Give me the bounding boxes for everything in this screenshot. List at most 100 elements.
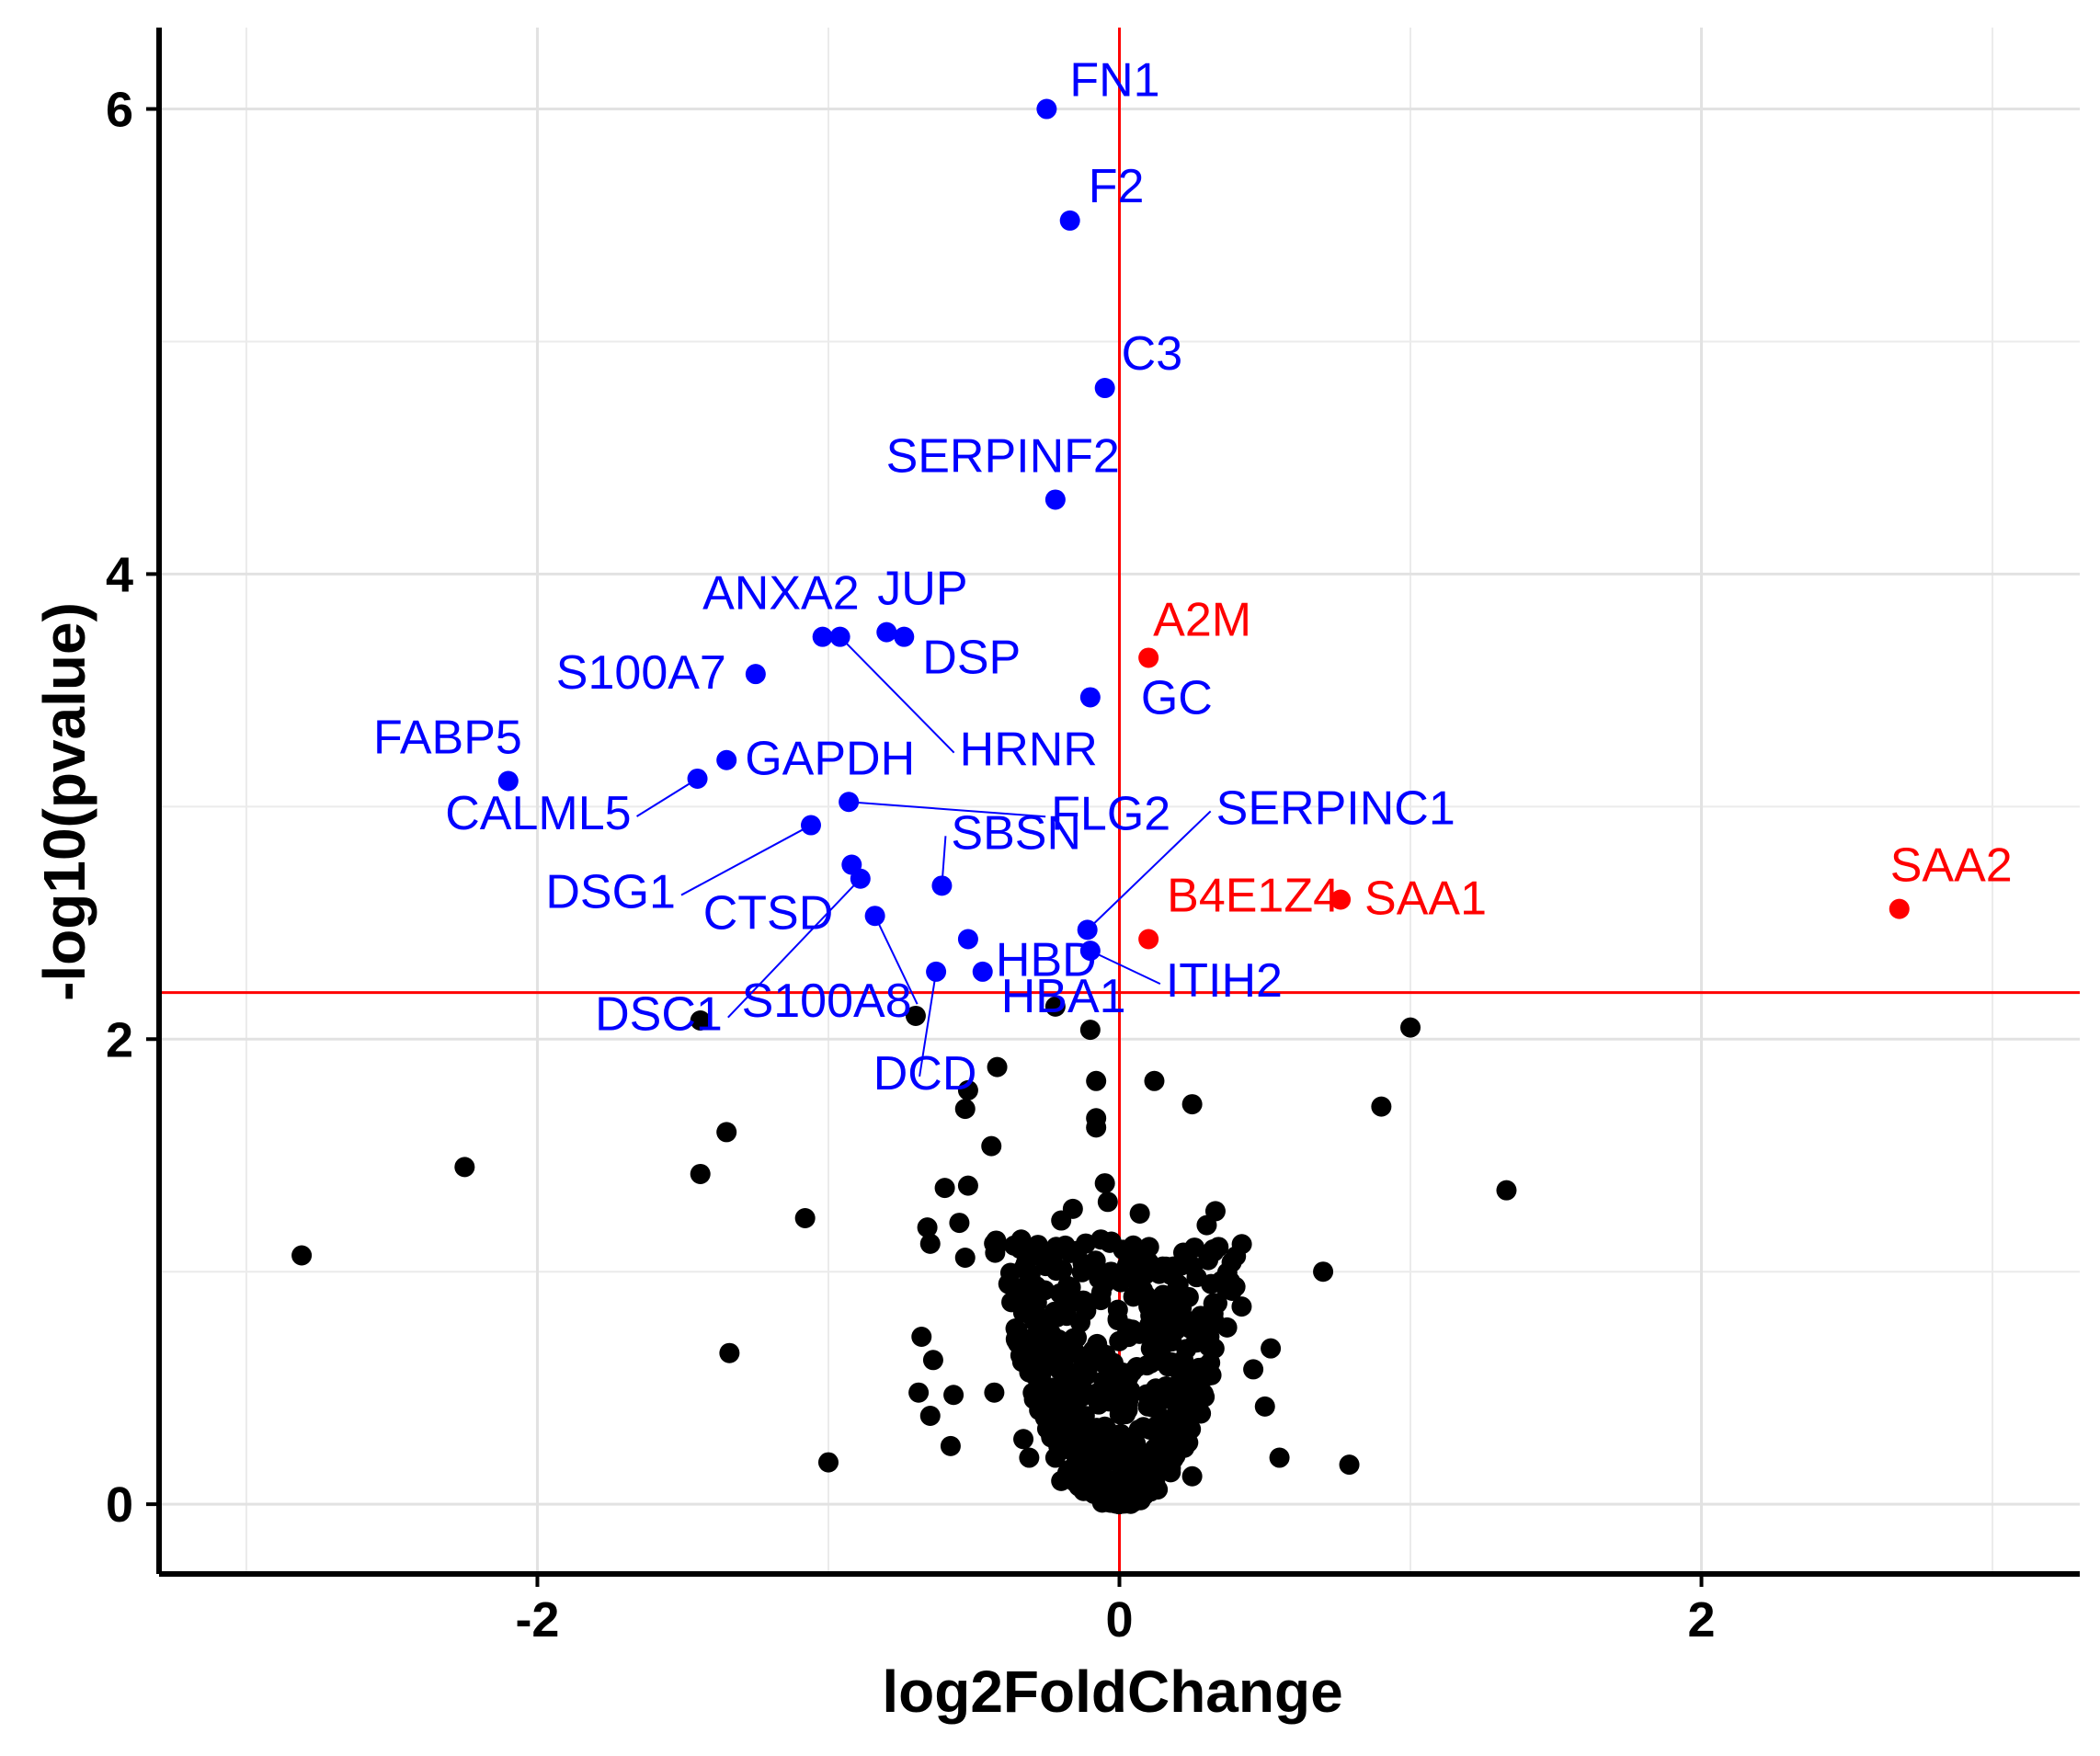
gene-label: HBD [996,933,1097,986]
data-point [1076,1300,1097,1321]
data-point [957,1079,978,1100]
data-point [1160,1264,1181,1285]
data-point [1067,1243,1088,1264]
data-point [1201,1273,1222,1294]
leader-line [849,801,1046,818]
data-point [1097,1192,1118,1213]
data-point [794,1208,816,1229]
data-point [981,1135,1002,1157]
data-point [954,1099,976,1120]
data-point [1339,1454,1360,1476]
data-point [957,1175,978,1196]
data-point [1102,1491,1124,1512]
data-point [949,1213,970,1234]
y-tick-label: 6 [106,83,133,138]
data-point [1047,1306,1068,1328]
data-point [1044,996,1066,1017]
data-point [745,664,766,685]
data-point [1123,1286,1144,1307]
data-point [1094,1416,1115,1437]
y-axis-title: -log10(pvalue) [31,602,97,1001]
data-point [716,749,737,770]
data-point [1165,1319,1186,1340]
gene-label: S100A7 [556,646,726,700]
data-point [829,626,850,647]
data-point [1079,1470,1101,1491]
leader-line [636,778,699,817]
data-point [1115,1404,1136,1425]
data-point [1199,1336,1220,1357]
nonsignificant-points [291,996,1517,1515]
data-point [1400,1017,1421,1038]
data-point [1138,647,1159,668]
data-point [1067,1437,1088,1458]
data-point [1010,1238,1031,1260]
data-point [1001,1292,1022,1313]
data-point [1221,1252,1242,1273]
data-point [1077,919,1098,941]
data-point [1086,1383,1107,1404]
data-point [1181,1465,1203,1487]
data-point [1261,1338,1282,1359]
gene-label: DSG1 [545,866,676,919]
gene-label: JUP [877,563,967,616]
x-tick-label: 2 [1688,1592,1716,1648]
gene-label: SAA1 [1364,872,1487,925]
data-point [1496,1180,1517,1201]
data-point [1174,1437,1195,1458]
data-point [1181,1094,1203,1115]
data-point [690,1010,711,1032]
data-point [454,1157,475,1178]
data-point [1020,1264,1041,1285]
gene-label: CALML5 [445,787,631,840]
data-point [1204,1201,1226,1222]
data-point [894,626,915,647]
data-point [1116,1255,1137,1276]
data-point [931,875,953,896]
leader-line [919,971,938,1078]
leader-line [727,878,862,1019]
y-tick-label: 0 [106,1477,133,1533]
data-point [934,1178,955,1199]
gene-label: HRNR [960,724,1098,777]
data-point [1111,1467,1132,1488]
gene-label: F2 [1089,160,1145,213]
data-point [1254,1396,1275,1417]
data-point [957,929,978,950]
x-tick-label: 0 [1105,1592,1133,1648]
data-point [1044,489,1066,510]
data-point [1174,1248,1195,1269]
leader-line [873,915,919,1005]
data-point [943,1385,964,1406]
data-point [1179,1382,1200,1403]
data-point [1090,1282,1112,1303]
gene-label: CTSD [703,887,834,941]
data-point [1171,1297,1193,1318]
data-point [999,1273,1020,1294]
data-point [1094,378,1115,399]
data-point [1330,889,1352,910]
leader-line [839,635,955,754]
data-point [1049,1355,1070,1376]
data-point [1121,1442,1142,1464]
gene-label: DSC1 [595,988,723,1042]
data-point [1111,1423,1132,1444]
data-point [986,1230,1007,1251]
data-point [850,868,871,889]
data-point [1079,1020,1101,1041]
gene-label: HBA1 [1001,970,1126,1023]
data-point [1057,1291,1079,1312]
data-point [1193,1357,1214,1378]
data-point [864,906,885,927]
data-point [1045,1237,1067,1258]
data-point [812,626,833,647]
data-point [1079,687,1101,708]
gene-label: FLG2 [1051,787,1170,840]
data-point [687,768,708,789]
data-point [926,961,947,982]
leader-line [1090,950,1161,986]
data-point [1161,1351,1182,1373]
data-point [1023,1310,1044,1331]
